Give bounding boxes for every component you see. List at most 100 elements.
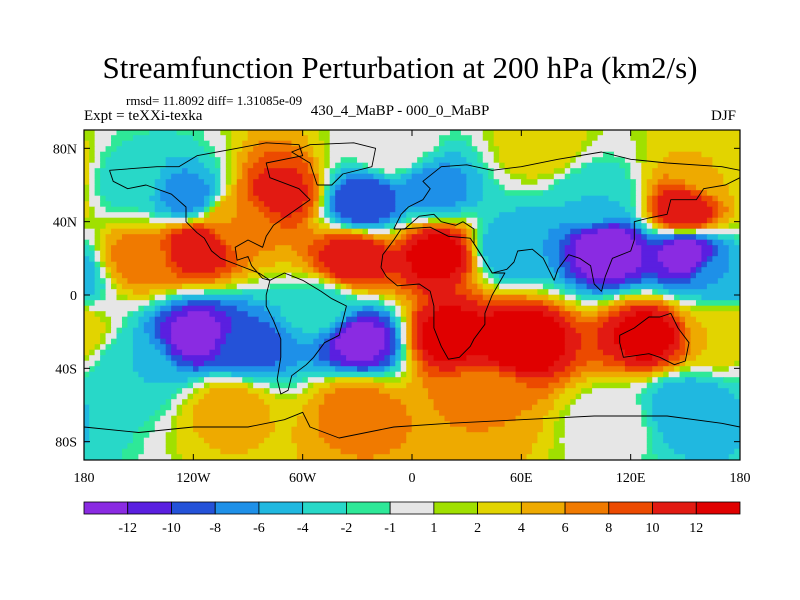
field-cell [84,245,90,252]
field-cell [384,344,391,351]
field-cell [378,311,391,318]
field-cell [728,388,740,395]
field-cell [100,239,107,246]
outline-antarctica [84,411,740,439]
field-cell [378,179,391,186]
field-cell [526,454,549,460]
field-cell [406,410,440,417]
field-cell [471,256,478,263]
field-cell [657,250,703,257]
field-cell [84,239,90,246]
field-cell [477,283,484,290]
field-cell [548,448,566,455]
field-cell [220,162,227,169]
field-cell [717,223,730,230]
field-cell [100,333,107,340]
field-cell [182,305,216,312]
field-cell [329,195,336,202]
field-cell [160,349,167,356]
field-cell [559,393,577,400]
field-cell [471,250,478,257]
field-cell [253,256,303,263]
field-cell [193,410,271,417]
field-cell [624,206,637,213]
field-cell [570,371,582,378]
field-cell [84,432,90,439]
field-cell [247,261,276,268]
field-cell [690,344,708,351]
field-cell [406,239,418,246]
field-cell [116,338,134,345]
field-cell [318,206,325,213]
field-cell [657,206,713,213]
field-cell [225,146,232,153]
field-cell [324,190,331,197]
field-cell [105,311,129,318]
field-cell [657,212,713,219]
field-cell [89,366,96,373]
field-cell [362,228,369,235]
field-cell [630,223,637,230]
field-cell [646,135,740,142]
field-cell [701,245,713,252]
field-cell [335,162,342,169]
field-cell [564,388,582,395]
field-cell [553,360,571,367]
field-cell [154,333,161,340]
field-cell [657,201,708,208]
field-cell [395,228,402,235]
field-cell [154,311,161,318]
field-cell [105,157,167,164]
field-cell [193,135,205,142]
field-cell [559,289,566,296]
field-cell [406,168,413,175]
field-cell [258,278,320,285]
field-cell [559,355,577,362]
field-cell [247,168,265,175]
field-cell [433,157,467,164]
field-cell [313,338,325,345]
field-cell [84,415,90,422]
field-cell [417,349,424,356]
field-cell [581,162,588,169]
field-cell [406,437,539,444]
field-cell [641,228,648,235]
field-cell [182,410,194,417]
field-cell [313,256,320,263]
field-cell [455,223,467,230]
field-cell [482,190,506,197]
field-cell [652,190,659,197]
field-cell [171,239,221,246]
field-cell [542,283,555,290]
field-cell [477,212,500,219]
field-cell [400,338,407,345]
field-cell [165,432,178,439]
field-cell [646,184,653,191]
field-cell [324,437,407,444]
field-cell [121,283,183,290]
field-cell [275,316,287,323]
field-cell [646,421,659,428]
field-cell [422,333,566,340]
field-cell [482,283,495,290]
field-cell [630,195,637,202]
field-cell [395,294,407,301]
field-cell [706,338,740,345]
field-cell [384,272,402,279]
colorbar-swatch [695,501,741,515]
field-cell [231,162,238,169]
field-cell [171,294,183,301]
field-cell [417,294,429,301]
field-cell [652,168,719,175]
field-cell [728,267,740,274]
field-cell [455,283,467,290]
field-cell [400,228,407,235]
field-cell [329,355,347,362]
field-cell [100,261,107,268]
field-cell [586,278,626,285]
field-cell [395,349,402,356]
field-cell [411,371,418,378]
field-cell [406,360,413,367]
field-cell [253,162,309,169]
field-cell [89,437,134,444]
